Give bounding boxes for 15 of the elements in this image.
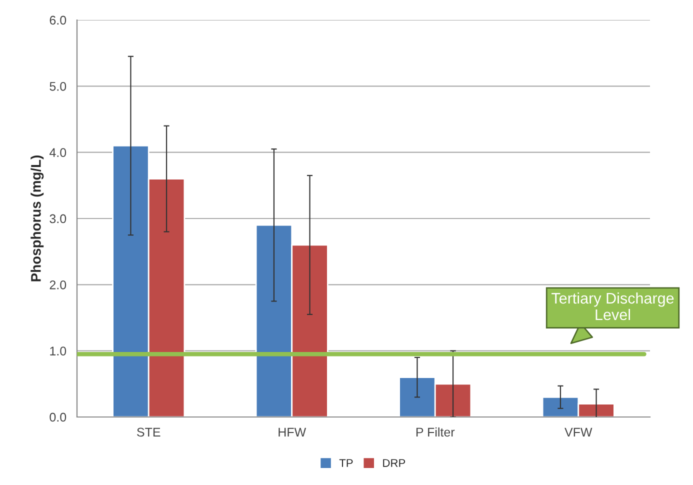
x-tick-label: STE	[137, 428, 160, 437]
x-tick-label: P Filter	[416, 427, 455, 437]
ref-line-label: Tertiary Discharge Level	[552, 292, 674, 320]
y-tick-label: 2.0	[50, 280, 66, 290]
x-tick-label: VFW	[564, 428, 592, 436]
y-tick-label: 5.0	[50, 82, 66, 91]
y-tick-label: 4.0	[49, 148, 66, 157]
y-axis-title: Phosphorus (mg/L)	[30, 156, 44, 282]
y-tick-label: 0.0	[50, 412, 66, 422]
legend-label: DRP	[383, 459, 406, 467]
y-tick-label: 3.0	[50, 214, 66, 224]
legend-label: TP	[339, 459, 353, 467]
y-tick-label: 6.0	[50, 16, 66, 25]
y-tick-label: 1.0	[50, 346, 66, 356]
x-tick-label: HFW	[278, 428, 306, 436]
